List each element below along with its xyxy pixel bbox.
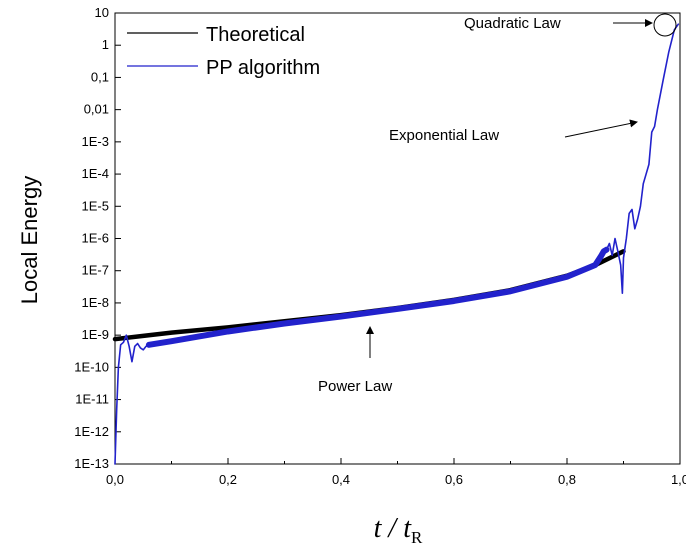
y-tick-label: 1E-6 (82, 231, 109, 246)
y-tick-label: 1E-12 (74, 424, 109, 439)
y-tick-label: 1E-8 (82, 295, 109, 310)
y-tick-label: 1 (102, 37, 109, 52)
y-tick-label: 1E-7 (82, 263, 109, 278)
x-axis: 0,0 0,2 0,4 0,6 0,8 1,0 (106, 458, 686, 487)
y-axis-title: Local Energy (17, 176, 42, 304)
x-tick-label: 0,8 (558, 472, 576, 487)
y-tick-label: 1E-5 (82, 198, 109, 213)
y-tick-label: 1E-3 (82, 134, 109, 149)
y-tick-label: 1E-13 (74, 456, 109, 471)
y-tick-label: 10 (95, 5, 109, 20)
plot-frame (114, 12, 681, 465)
annotation-power-law: Power Law (318, 326, 392, 395)
x-tick-label: 0,6 (445, 472, 463, 487)
x-tick-label: 0,0 (106, 472, 124, 487)
y-tick-label: 0,01 (84, 102, 109, 117)
annotation-exponential-arrow (564, 119, 638, 138)
y-tick-label: 1E-4 (82, 166, 109, 181)
annotation-quadratic-label: Quadratic Law (464, 15, 561, 32)
annotation-exponential-label: Exponential Law (389, 127, 499, 144)
x-tick-label: 0,4 (332, 472, 350, 487)
y-axis: 10 1 0,1 0,01 1E-3 1E-4 1E-5 1E-6 1E-7 1E-8 1E-9 1E… (74, 5, 121, 471)
x-axis-title-subscript: R (411, 528, 423, 547)
legend: Theoretical PP algorithm (127, 24, 320, 79)
series-band-pp-algorithm (145, 246, 610, 348)
series-line-pp-algorithm (114, 23, 680, 465)
y-tick-label: 1E-9 (82, 327, 109, 342)
annotation-quadratic-law: Quadratic Law (464, 13, 677, 37)
annotation-power-label: Power Law (318, 378, 392, 395)
x-axis-title: t / tR (374, 513, 423, 547)
x-tick-label: 0,2 (219, 472, 237, 487)
series-layer (112, 23, 680, 465)
annotation-quadratic-circle (653, 13, 677, 37)
y-tick-label: 1E-11 (75, 392, 109, 407)
series-line-theoretical (112, 249, 626, 342)
y-tick-label: 0,1 (91, 69, 109, 84)
legend-label-pp-algorithm: PP algorithm (206, 57, 320, 79)
x-axis-title-main: t / t (374, 513, 413, 544)
annotation-exponential-law: Exponential Law (389, 119, 638, 144)
legend-label-theoretical: Theoretical (206, 24, 305, 46)
y-tick-label: 1E-10 (74, 359, 109, 374)
x-tick-label: 1,0 (671, 472, 686, 487)
